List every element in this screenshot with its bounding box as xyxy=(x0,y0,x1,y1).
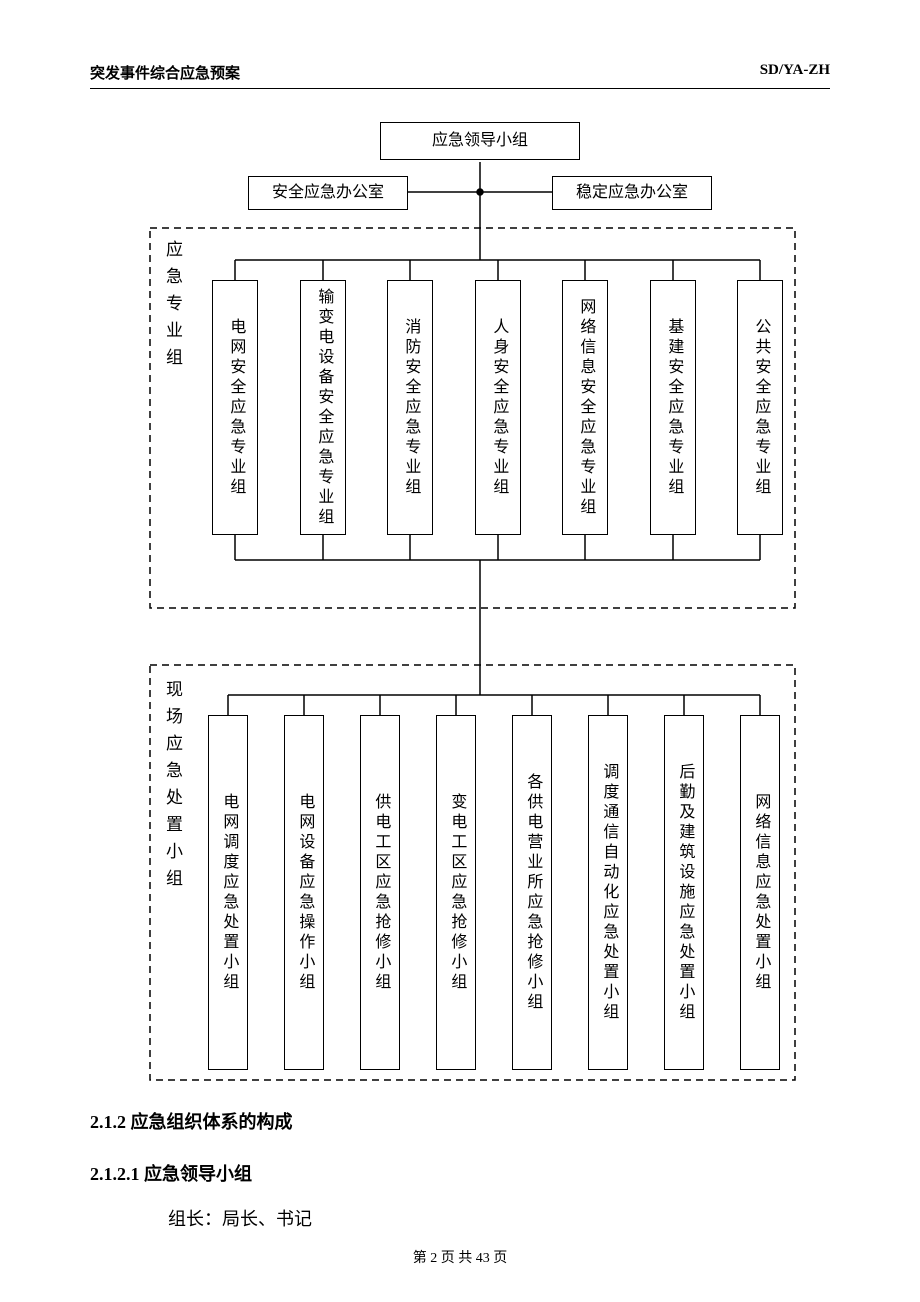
group2-item-6: 后勤及建筑设施应急处置小组 xyxy=(664,715,704,1070)
header-rule xyxy=(90,88,830,89)
group2-item-0: 电网调度应急处置小组 xyxy=(208,715,248,1070)
group1-item-1: 输变电设备安全应急专业组 xyxy=(300,280,346,535)
header-right: SD/YA-ZH xyxy=(760,62,830,83)
page: 突发事件综合应急预案 SD/YA-ZH xyxy=(0,0,920,1302)
group2-item-3: 变电工区应急抢修小组 xyxy=(436,715,476,1070)
heading-2-1-2-1: 2.1.2.1 应急领导小组 xyxy=(90,1160,252,1186)
group1-label: 应急专业组 xyxy=(160,240,185,375)
group1-item-6: 公共安全应急专业组 xyxy=(737,280,783,535)
group1-item-2: 消防安全应急专业组 xyxy=(387,280,433,535)
heading-2-1-2: 2.1.2 应急组织体系的构成 xyxy=(90,1108,293,1134)
group1-item-3: 人身安全应急专业组 xyxy=(475,280,521,535)
header-left: 突发事件综合应急预案 xyxy=(90,62,240,83)
group1-item-5: 基建安全应急专业组 xyxy=(650,280,696,535)
body-line-1: 组长：局长、书记 xyxy=(168,1205,312,1231)
node-leadership-group: 应急领导小组 xyxy=(380,122,580,160)
page-footer: 第 2 页 共 43 页 xyxy=(0,1247,920,1267)
node-label: 安全应急办公室 xyxy=(272,183,384,204)
node-label: 稳定应急办公室 xyxy=(576,183,688,204)
group2-item-1: 电网设备应急操作小组 xyxy=(284,715,324,1070)
group1-item-0: 电网安全应急专业组 xyxy=(212,280,258,535)
node-office-safety: 安全应急办公室 xyxy=(248,176,408,210)
group2-item-4: 各供电营业所应急抢修小组 xyxy=(512,715,552,1070)
page-header: 突发事件综合应急预案 SD/YA-ZH xyxy=(90,62,830,83)
group1-item-4: 网络信息安全应急专业组 xyxy=(562,280,608,535)
node-label: 应急领导小组 xyxy=(432,131,528,152)
group2-item-7: 网络信息应急处置小组 xyxy=(740,715,780,1070)
group2-item-2: 供电工区应急抢修小组 xyxy=(360,715,400,1070)
node-office-stability: 稳定应急办公室 xyxy=(552,176,712,210)
group2-label: 现场应急处置小组 xyxy=(160,680,185,896)
group2-item-5: 调度通信自动化应急处置小组 xyxy=(588,715,628,1070)
